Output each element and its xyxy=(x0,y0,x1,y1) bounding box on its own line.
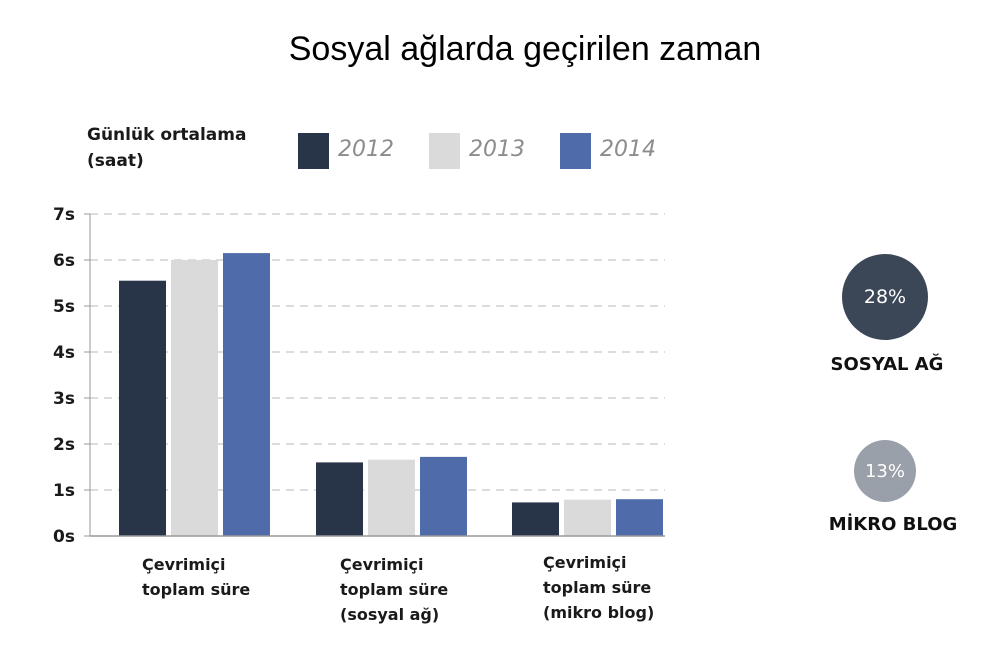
bar-2012-cat-1 xyxy=(119,280,166,536)
y-tick-label-2: 2s xyxy=(53,435,75,455)
y-axis-label: Günlük ortalama (saat) xyxy=(87,122,257,174)
x-category-label-2-line-1: Çevrimiçi xyxy=(340,555,424,574)
y-tick-label-3: 3s xyxy=(53,389,75,409)
stat-value-microblog: 13% xyxy=(864,460,905,482)
legend-swatch-2014 xyxy=(560,133,591,169)
x-category-label-1-line-1: Çevrimiçi xyxy=(142,555,226,574)
y-tick-label-7: 7s xyxy=(53,205,75,225)
y-tick-label-4: 4s xyxy=(53,343,75,363)
x-category-label-2-line-3: (sosyal ağ) xyxy=(340,605,440,624)
stat-value-social: 28% xyxy=(863,286,907,308)
stat-circle-social: 28% xyxy=(842,254,928,340)
bar-2013-cat-3 xyxy=(564,499,611,536)
bar-2014-cat-1 xyxy=(223,253,270,536)
legend-label-2012: 2012 xyxy=(338,137,394,162)
x-category-label-3: Çevrimiçi toplam süre (mikro blog) xyxy=(543,550,743,625)
bar-2014-cat-2 xyxy=(420,456,467,536)
x-category-label-2: Çevrimiçi toplam süre (sosyal ağ) xyxy=(340,552,540,627)
x-category-label-2-line-2: toplam süre xyxy=(340,580,449,599)
bar-2013-cat-2 xyxy=(368,459,415,536)
y-axis-label-text: Günlük ortalama (saat) xyxy=(87,125,247,171)
x-category-label-3-line-1: Çevrimiçi xyxy=(543,553,627,572)
x-category-label-1: Çevrimiçi toplam süre xyxy=(142,552,342,602)
bar-2013-cat-1 xyxy=(171,260,218,536)
bar-2012-cat-3 xyxy=(512,502,559,536)
stat-label-microblog: MİKRO BLOG xyxy=(828,514,958,535)
x-category-label-1-line-2: toplam süre xyxy=(142,580,251,599)
legend-swatch-2012 xyxy=(298,133,329,169)
x-category-label-3-line-2: toplam süre xyxy=(543,578,652,597)
legend-swatch-2013 xyxy=(429,133,460,169)
chart-title: Sosyal ağlarda geçirilen zaman xyxy=(288,30,762,68)
legend-label-2014: 2014 xyxy=(600,137,656,162)
y-tick-label-6: 6s xyxy=(53,251,75,271)
stat-circle-microblog: 13% xyxy=(854,440,916,502)
y-tick-label-0: 0s xyxy=(53,527,75,547)
y-tick-label-1: 1s xyxy=(53,481,75,501)
legend-label-2013: 2013 xyxy=(469,137,525,162)
bar-2014-cat-3 xyxy=(616,499,663,536)
bar-2012-cat-2 xyxy=(316,462,363,536)
x-category-label-3-line-3: (mikro blog) xyxy=(543,603,655,622)
stat-label-social: SOSYAL AĞ xyxy=(830,354,944,375)
y-tick-label-5: 5s xyxy=(53,297,75,317)
